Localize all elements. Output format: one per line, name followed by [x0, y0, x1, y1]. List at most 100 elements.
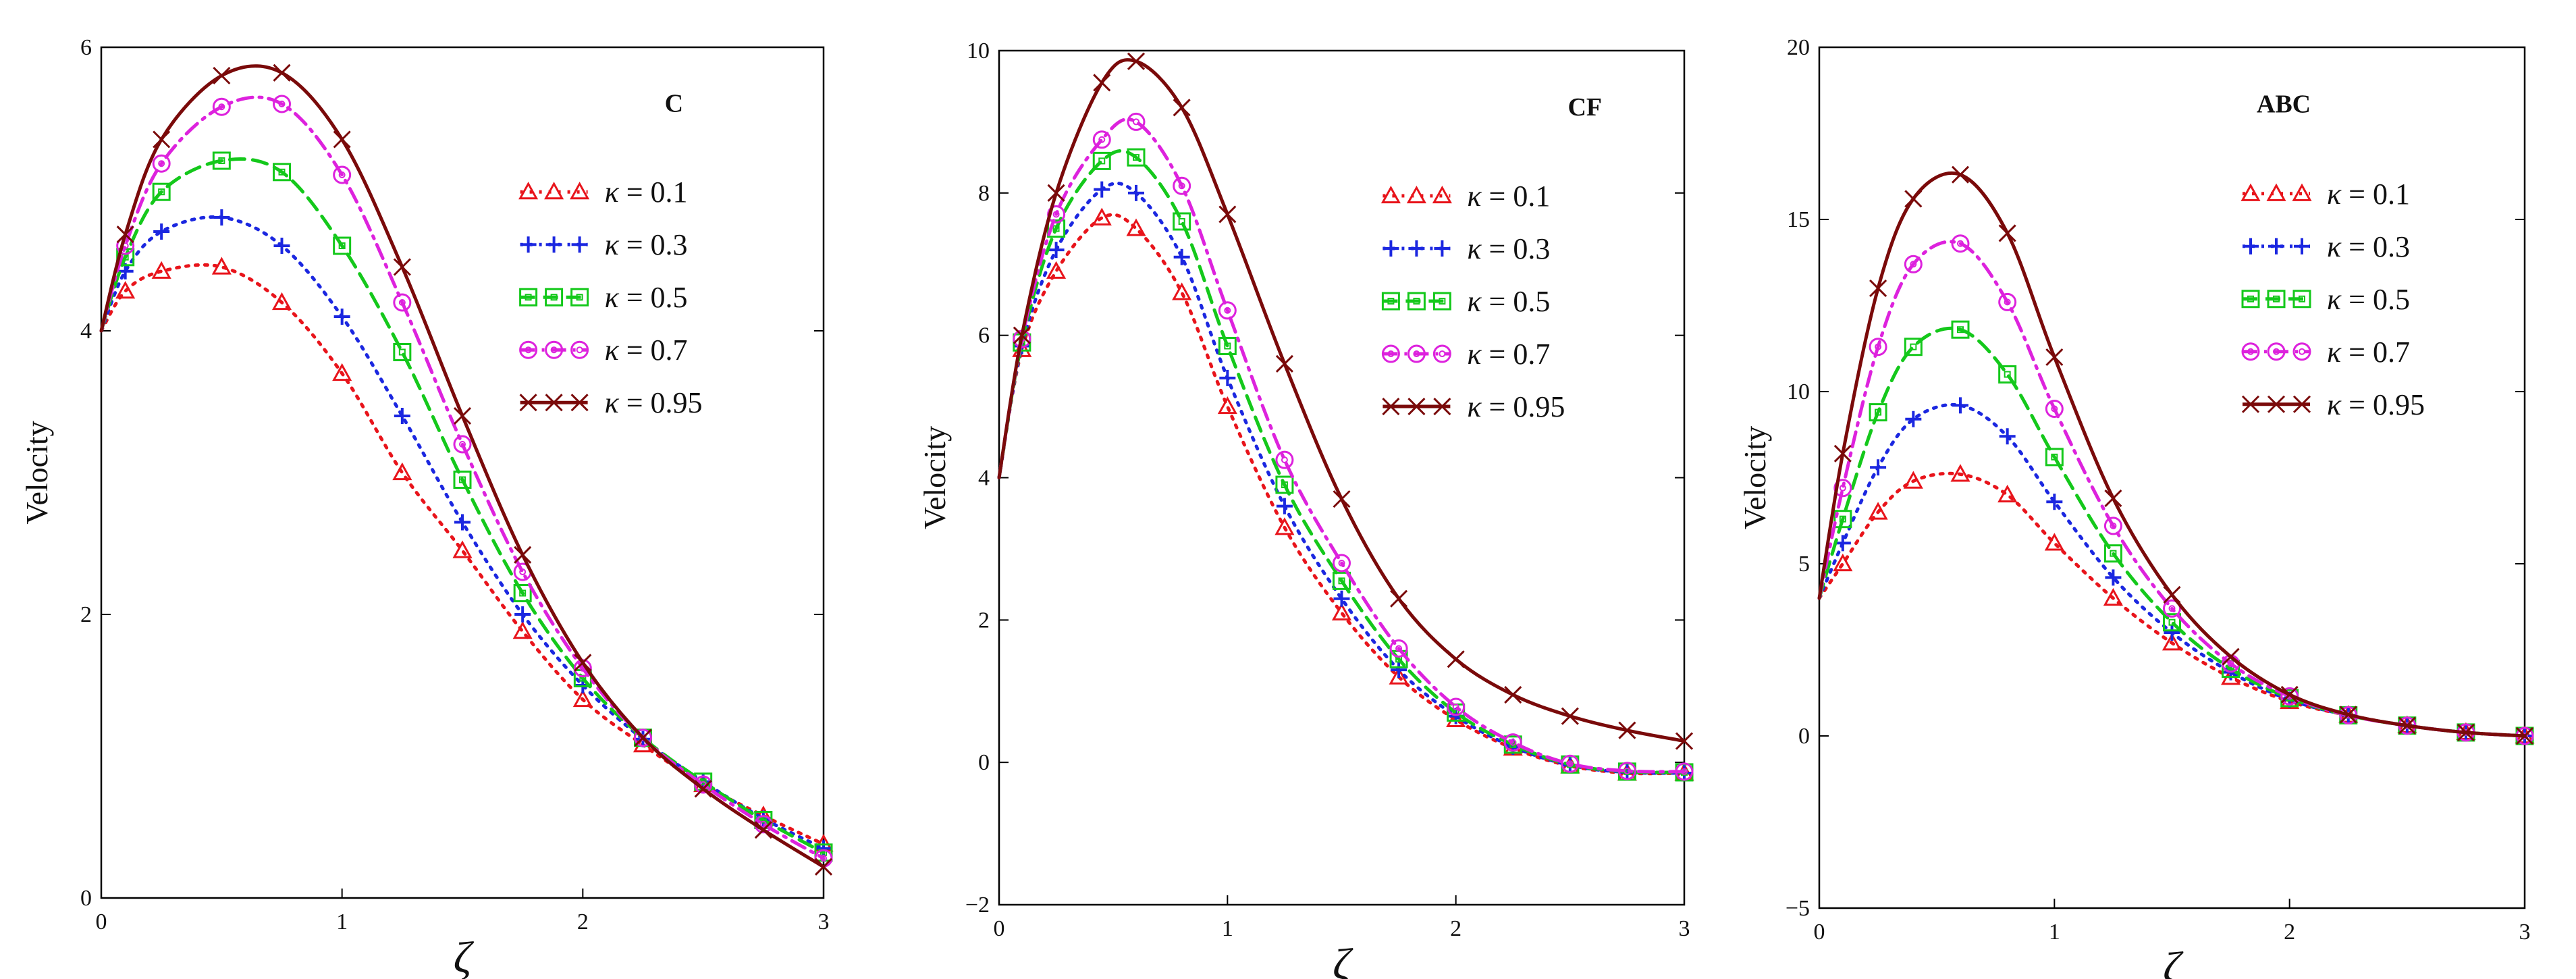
data-point-kappa-0.95 [2398, 716, 2416, 735]
legend-marker [2267, 395, 2286, 413]
data-point-kappa-0.3 [1905, 411, 1922, 427]
plot-area [99, 63, 834, 876]
panel-title: ABC [2257, 90, 2311, 119]
data-point-kappa-0.95 [1675, 732, 1694, 750]
y-tick-label: 20 [1787, 35, 1810, 60]
data-point-kappa-0.7 [1333, 554, 1351, 573]
data-point-kappa-0.95 [116, 226, 134, 244]
data-point-kappa-0.3 [1128, 184, 1144, 201]
data-point-kappa-0.95 [153, 130, 171, 149]
y-axis-label: Velocity [20, 421, 54, 524]
data-point-kappa-0.95 [1333, 490, 1351, 508]
y-tick-label: 0 [1798, 724, 1810, 749]
y-tick-label: 6 [978, 323, 990, 348]
data-point-kappa-0.7 [2045, 400, 2064, 418]
data-point-kappa-0.95 [1093, 74, 1111, 92]
x-tick-label: 2 [1450, 916, 1461, 941]
data-point-kappa-0.7 [1447, 697, 1466, 716]
legend-marker [2292, 183, 2312, 201]
x-tick-label: 0 [994, 916, 1005, 941]
data-point-kappa-0.3 [273, 238, 290, 254]
data-point-kappa-0.5 [393, 343, 412, 361]
legend-marker [519, 394, 537, 412]
legend-marker [570, 394, 589, 412]
legend-marker [545, 236, 562, 253]
data-point-kappa-0.95 [1047, 184, 1065, 202]
series-line-kappa-0.5 [99, 157, 826, 855]
x-tick-label: 3 [2519, 920, 2531, 945]
x-tick-label: 1 [2049, 920, 2060, 945]
data-point-kappa-0.7 [634, 729, 652, 747]
legend-marker [2268, 238, 2284, 255]
x-tick-label: 2 [577, 909, 589, 934]
data-point-kappa-0.1 [2162, 633, 2182, 651]
data-point-kappa-0.5 [212, 151, 231, 170]
data-point-kappa-0.95 [1951, 165, 1970, 184]
data-point-kappa-0.95 [694, 780, 712, 798]
data-point-kappa-0.7 [333, 165, 352, 184]
data-point-kappa-0.1 [271, 292, 292, 311]
y-tick-label: 0 [80, 886, 92, 911]
data-point-kappa-0.1 [2103, 587, 2123, 606]
data-point-kappa-0.95 [1561, 707, 1579, 725]
series-line-kappa-0.7 [99, 95, 826, 860]
legend-label-kappa-0.95: κ = 0.95 [2327, 388, 2425, 421]
data-point-kappa-0.95 [2280, 685, 2299, 704]
data-point-kappa-0.95 [213, 66, 231, 85]
legend-label-kappa-0.5: κ = 0.5 [605, 281, 688, 314]
legend-marker [1407, 397, 1426, 416]
x-tick-label: 1 [1222, 916, 1233, 941]
data-point-kappa-0.1 [332, 363, 352, 381]
y-tick-label: 6 [80, 35, 92, 60]
data-point-kappa-0.7 [1869, 338, 1887, 356]
legend-label-kappa-0.5: κ = 0.5 [2327, 283, 2410, 316]
data-point-kappa-0.7 [1127, 112, 1146, 131]
data-point-kappa-0.95 [393, 258, 411, 276]
legend-label-kappa-0.3: κ = 0.3 [2327, 230, 2410, 263]
data-point-kappa-0.7 [1047, 205, 1066, 223]
plot-area [1817, 165, 2535, 745]
data-point-kappa-0.7 [1503, 733, 1522, 752]
data-point-kappa-0.95 [273, 63, 291, 82]
data-point-kappa-0.7 [1833, 479, 1852, 498]
x-axis-label: ζ [1333, 940, 1353, 979]
panel-title: C [665, 90, 683, 118]
legend-marker [519, 340, 538, 359]
data-point-kappa-0.95 [634, 729, 652, 747]
legend: κ = 0.1 κ = 0.3 κ = 0.5 κ = 0.7 κ = 0.95 [2240, 178, 2425, 421]
legend-marker [1380, 185, 1401, 204]
data-point-kappa-0.3 [2105, 569, 2122, 586]
data-point-kappa-0.95 [2104, 490, 2122, 508]
x-tick-label: 3 [1679, 916, 1690, 941]
legend-marker [1407, 292, 1426, 311]
data-point-kappa-0.7 [1617, 762, 1636, 780]
x-tick-label: 0 [96, 909, 107, 934]
data-point-kappa-0.3 [1333, 590, 1350, 607]
data-point-kappa-0.3 [333, 309, 350, 325]
legend-marker [519, 288, 538, 307]
data-point-kappa-0.5 [1904, 338, 1923, 356]
legend: κ = 0.1 κ = 0.3 κ = 0.5 κ = 0.7 κ = 0.95 [1380, 180, 1565, 423]
legend-marker [570, 340, 589, 359]
data-point-kappa-0.1 [1833, 553, 1853, 572]
legend-marker [544, 182, 564, 200]
plot-frame [998, 49, 1686, 906]
legend-marker [2267, 342, 2286, 361]
data-point-kappa-0.7 [273, 95, 291, 113]
data-point-kappa-0.95 [1904, 190, 1923, 208]
data-point-kappa-0.5 [152, 182, 171, 201]
data-point-kappa-0.1 [1217, 396, 1237, 415]
data-point-kappa-0.1 [151, 261, 171, 279]
legend-marker [1432, 185, 1452, 204]
x-axis-label: ζ [2163, 943, 2184, 979]
legend-marker [1407, 344, 1426, 363]
data-point-kappa-0.3 [394, 408, 410, 424]
data-point-kappa-0.1 [1126, 218, 1146, 236]
data-point-kappa-0.3 [2046, 494, 2063, 510]
data-point-kappa-0.95 [1127, 52, 1146, 70]
legend-marker [1408, 240, 1425, 257]
data-point-kappa-0.95 [1173, 99, 1191, 117]
legend-marker [1406, 185, 1426, 204]
